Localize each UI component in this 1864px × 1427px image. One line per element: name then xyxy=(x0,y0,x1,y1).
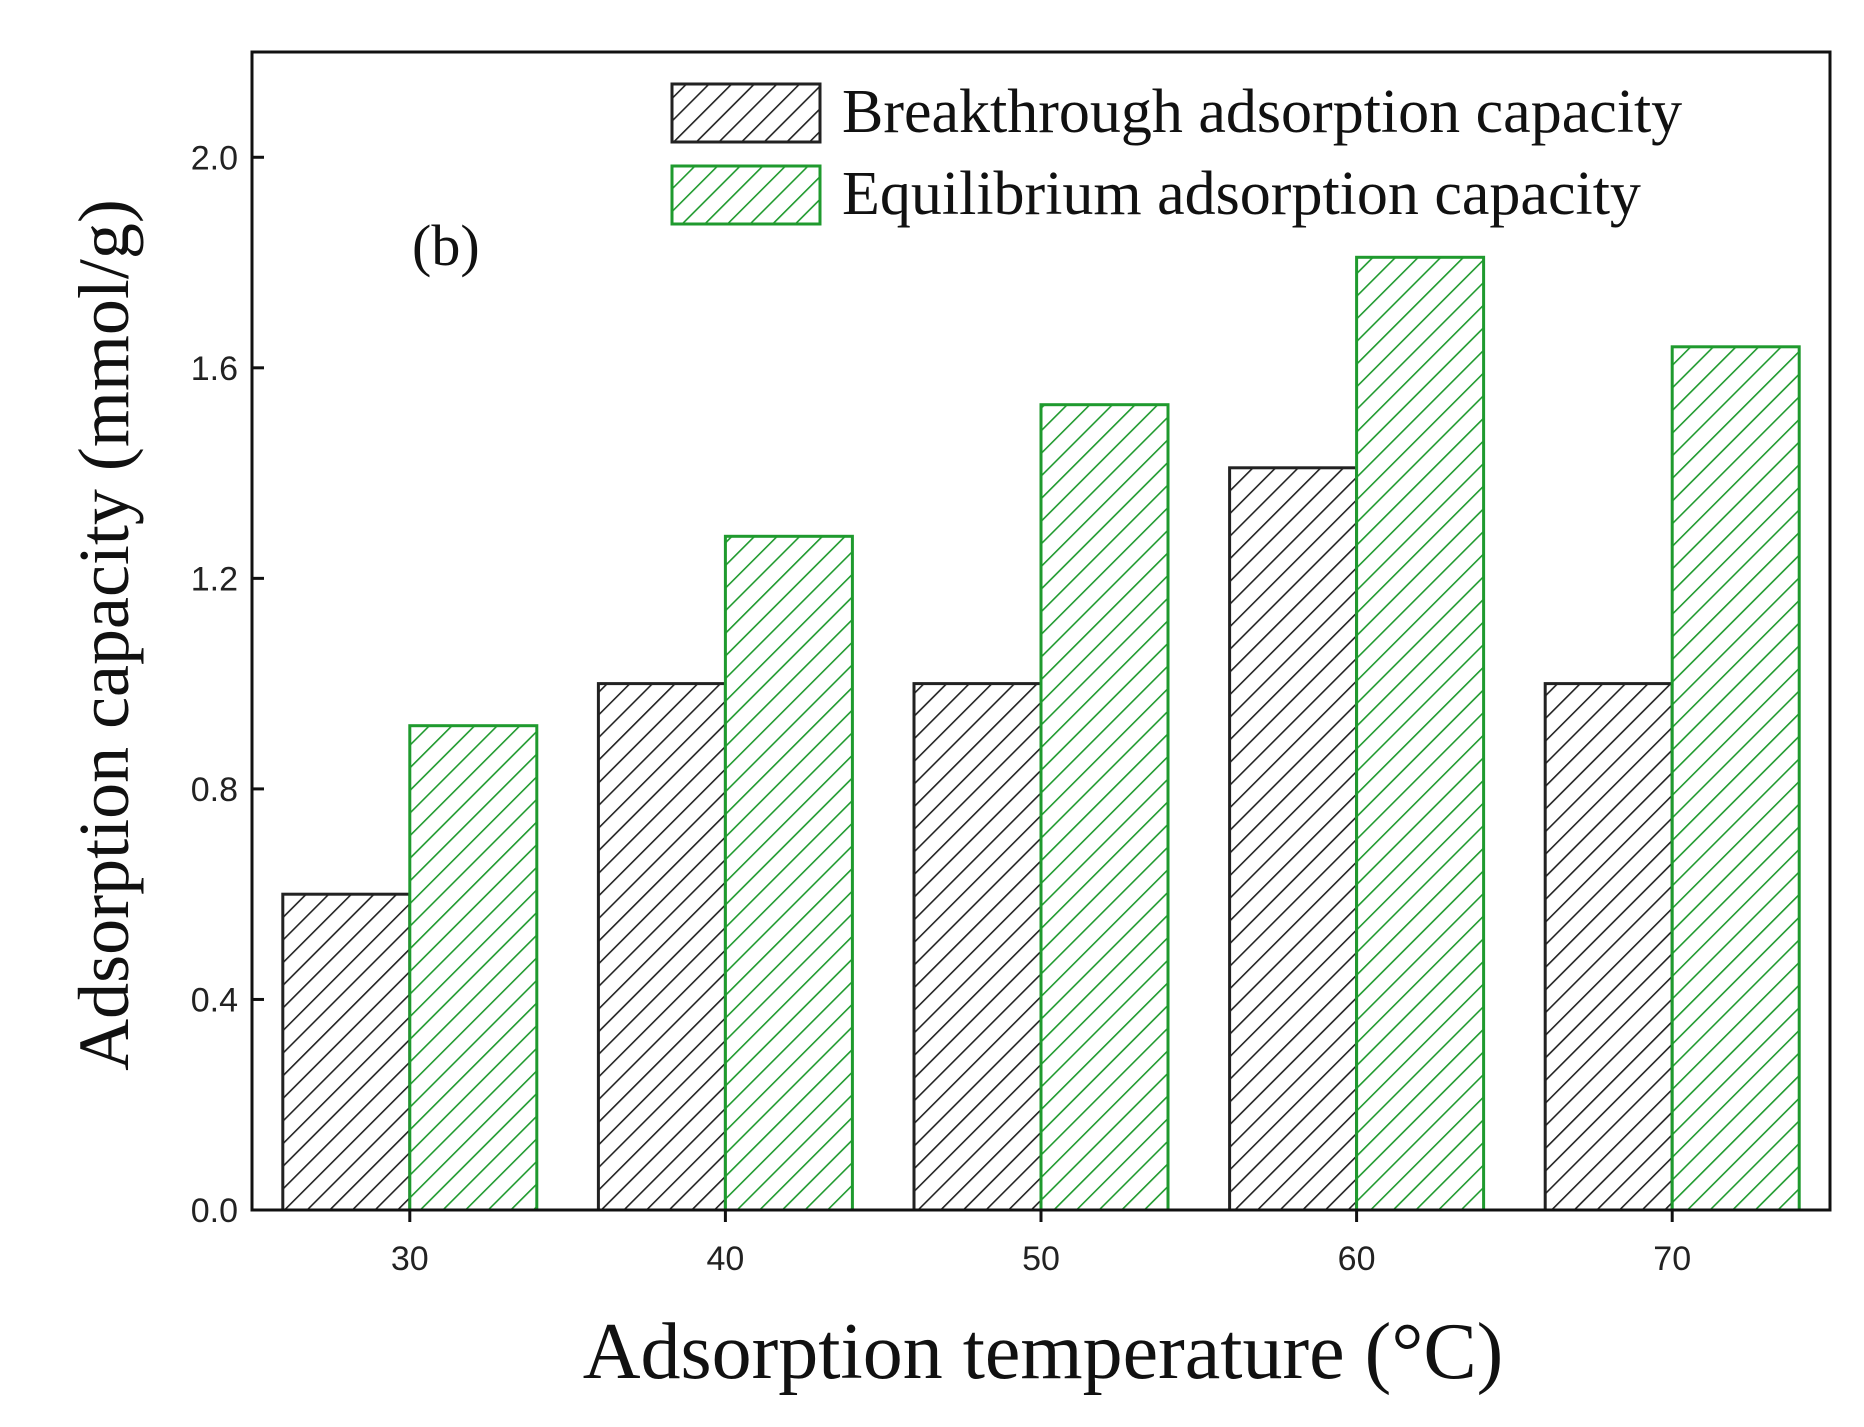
legend-swatch-breakthrough xyxy=(670,82,822,144)
x-tick-label: 50 xyxy=(1022,1240,1060,1278)
bars-layer xyxy=(281,255,1801,1212)
y-axis: 0.0 0.4 0.8 1.2 1.6 2.0 xyxy=(191,139,264,1230)
y-tick-label: 1.2 xyxy=(191,560,238,598)
legend-label-equilibrium: Equilibrium adsorption capacity xyxy=(842,160,1641,228)
bar-equilibrium-40 xyxy=(723,534,854,1212)
legend: Breakthrough adsorption capacity Equilib… xyxy=(670,78,1682,228)
bar-breakthrough-60 xyxy=(1228,466,1359,1212)
x-axis-title: Adsorption temperature (°C) xyxy=(583,1308,1504,1396)
x-tick-label: 40 xyxy=(706,1240,744,1278)
x-tick-label: 70 xyxy=(1653,1240,1691,1278)
legend-label-breakthrough: Breakthrough adsorption capacity xyxy=(842,78,1682,146)
y-tick-label: 1.6 xyxy=(191,350,238,388)
x-axis: 30 40 50 60 70 xyxy=(391,1210,1691,1278)
y-axis-title: Adsorption capacity (mmol/g) xyxy=(64,199,144,1071)
bar-equilibrium-60 xyxy=(1355,255,1486,1212)
y-tick-label: 0.8 xyxy=(191,771,238,809)
bar-breakthrough-50 xyxy=(912,682,1043,1212)
legend-swatch-equilibrium xyxy=(670,164,822,226)
bar-equilibrium-30 xyxy=(408,724,539,1212)
bar-breakthrough-40 xyxy=(596,682,727,1212)
panel-label: (b) xyxy=(412,213,480,278)
x-tick-label: 30 xyxy=(391,1240,429,1278)
x-tick-label: 60 xyxy=(1338,1240,1376,1278)
y-tick-label: 2.0 xyxy=(191,139,238,177)
bar-breakthrough-70 xyxy=(1543,682,1674,1212)
bar-breakthrough-30 xyxy=(281,892,412,1212)
y-tick-label: 0.0 xyxy=(191,1192,238,1230)
y-tick-label: 0.4 xyxy=(191,981,238,1019)
bar-equilibrium-50 xyxy=(1039,403,1170,1212)
bar-equilibrium-70 xyxy=(1670,345,1801,1212)
